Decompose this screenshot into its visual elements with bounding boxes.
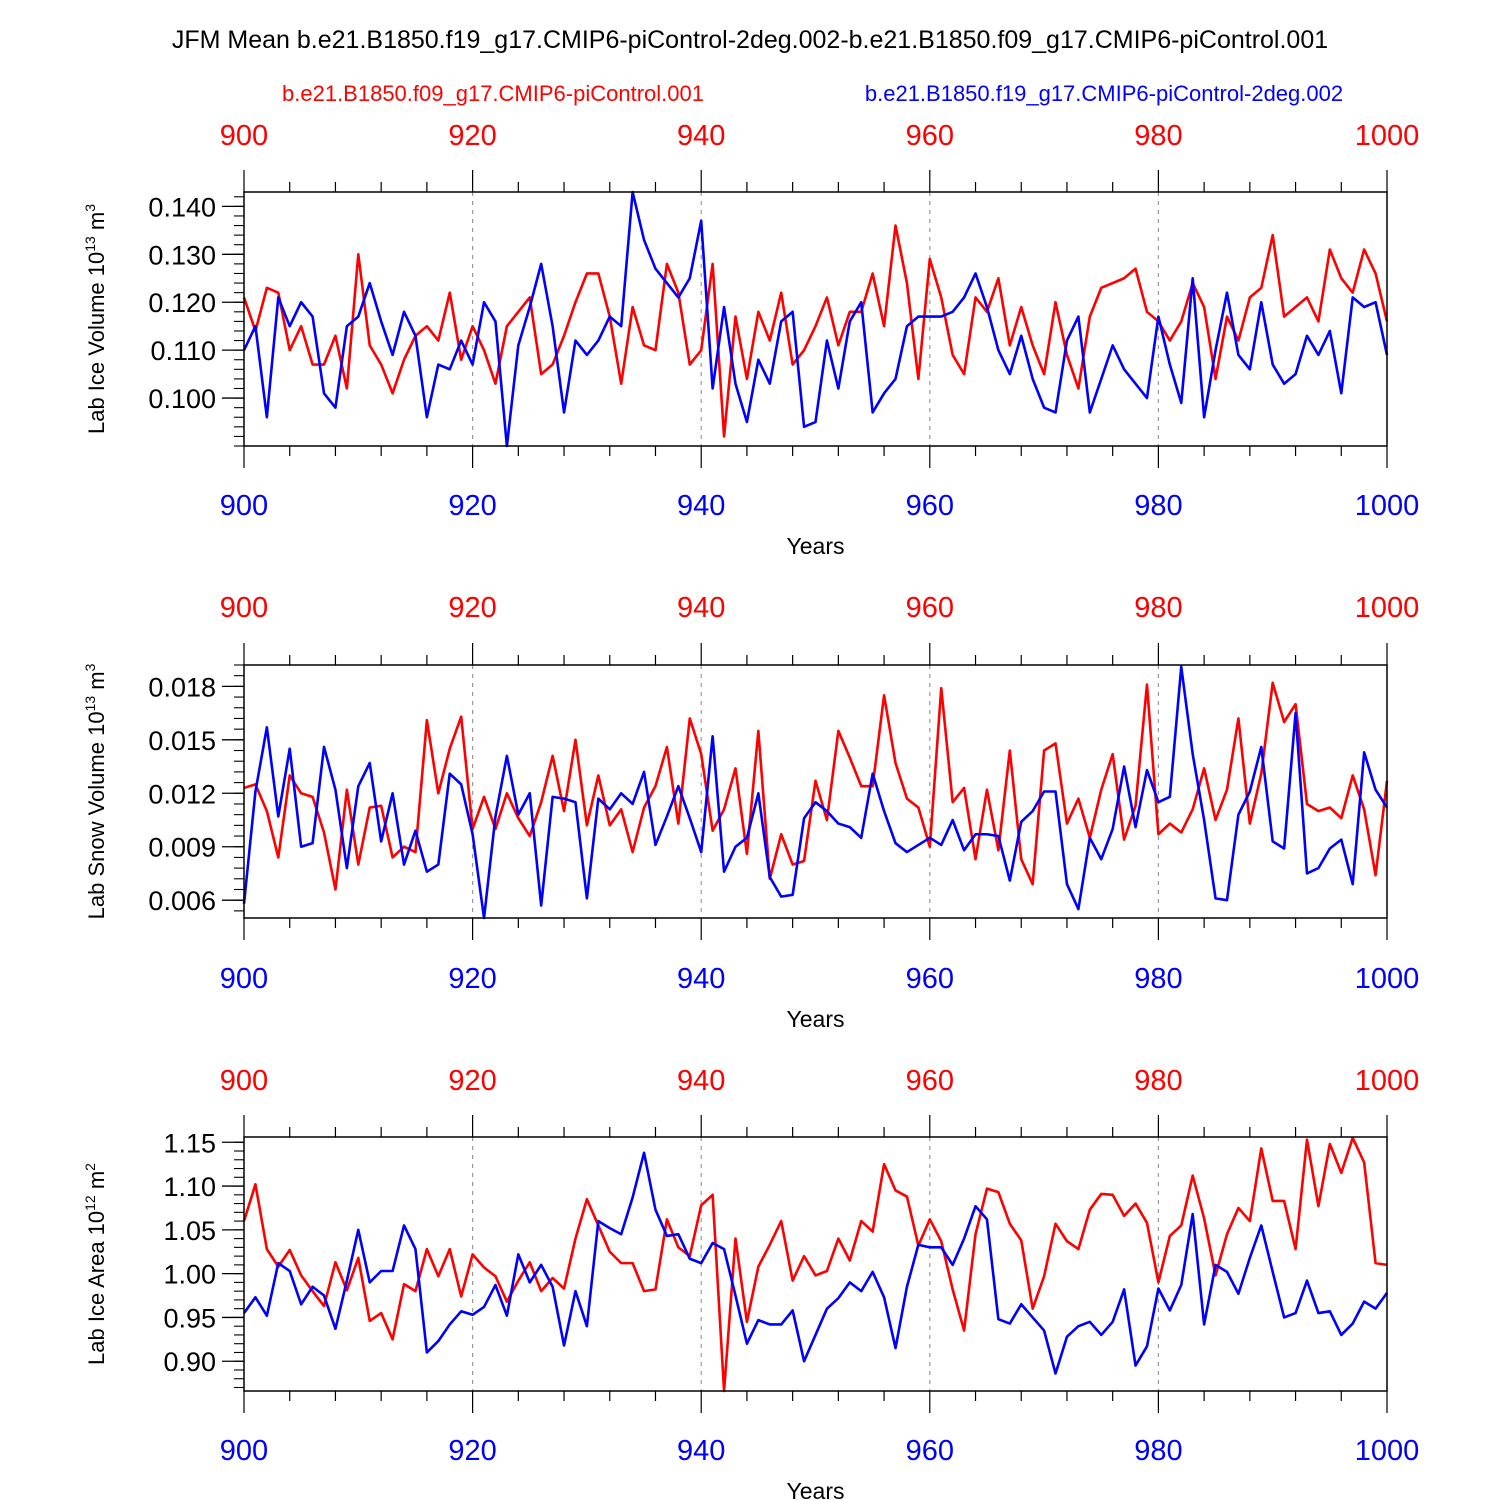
x-tick-label-bottom: 920 (448, 963, 496, 995)
y-tick-label: 0.009 (148, 833, 216, 863)
y-tick-label: 0.100 (148, 384, 216, 414)
y-tick-label: 1.05 (163, 1216, 216, 1246)
x-tick-label-top: 980 (1134, 1065, 1182, 1097)
series-line-red (242, 1136, 1388, 1393)
y-tick-label: 1.00 (163, 1260, 216, 1290)
y-tick-label: 0.012 (148, 779, 216, 809)
x-tick-label-top: 960 (906, 1065, 954, 1097)
x-tick-label-bottom: 920 (448, 1435, 496, 1467)
x-tick-label-bottom: 920 (448, 490, 496, 522)
y-tick-label: 0.120 (148, 288, 216, 318)
x-tick-label-bottom: 940 (677, 490, 725, 522)
x-tick-label-top: 940 (677, 120, 725, 152)
series-line-blue (242, 1151, 1389, 1375)
series-line-red (242, 224, 1389, 438)
x-axis-label: Years (787, 1006, 845, 1032)
x-tick-label-top: 900 (220, 120, 268, 152)
y-tick-label: 0.006 (148, 886, 216, 916)
x-tick-label-bottom: 960 (906, 1435, 954, 1467)
series-line-red (243, 681, 1389, 891)
x-axis-label: Years (787, 533, 845, 559)
x-tick-label-top: 1000 (1355, 120, 1420, 152)
y-axis-label: Lab Ice Area 1012 m2 (82, 1163, 109, 1365)
x-tick-label-top: 920 (448, 1065, 496, 1097)
series-line-blue (242, 665, 1389, 920)
legend-red-label: b.e21.B1850.f09_g17.CMIP6-piControl.001 (282, 81, 704, 106)
x-tick-label-top: 920 (448, 592, 496, 624)
legend-blue-label: b.e21.B1850.f19_g17.CMIP6-piControl-2deg… (865, 81, 1343, 106)
y-tick-label: 0.90 (163, 1347, 216, 1377)
x-tick-label-bottom: 1000 (1355, 490, 1420, 522)
x-tick-label-bottom: 980 (1134, 490, 1182, 522)
y-tick-label: 0.018 (148, 672, 216, 702)
x-tick-label-bottom: 940 (677, 1435, 725, 1467)
figure-title: JFM Mean b.e21.B1850.f19_g17.CMIP6-piCon… (172, 26, 1328, 54)
plot-frame (243, 1136, 1388, 1392)
plot-frame (243, 664, 1388, 919)
panel-ice-area: 900 900 920 920 940 940 960 960 980 980 1000 1000 1.… (82, 1065, 1419, 1500)
x-tick-label-bottom: 980 (1134, 1435, 1182, 1467)
x-axis-label: Years (787, 1478, 845, 1500)
y-axis-label: Lab Snow Volume 1013 m3 (82, 663, 109, 919)
y-tick-label: 1.15 (163, 1128, 216, 1158)
x-tick-label-bottom: 940 (677, 963, 725, 995)
panel-ice-volume: 900 900 920 920 940 940 960 960 980 980 1000 1000 0.… (82, 120, 1419, 559)
x-tick-label-top: 1000 (1355, 1065, 1420, 1097)
x-tick-label-top: 1000 (1355, 592, 1420, 624)
x-tick-label-bottom: 1000 (1355, 963, 1420, 995)
x-tick-label-bottom: 900 (220, 963, 268, 995)
y-tick-label: 1.10 (163, 1172, 216, 1202)
x-tick-label-top: 980 (1134, 592, 1182, 624)
x-tick-label-top: 900 (220, 592, 268, 624)
y-tick-label: 0.130 (148, 240, 216, 270)
x-tick-label-bottom: 980 (1134, 963, 1182, 995)
x-tick-label-top: 940 (677, 1065, 725, 1097)
x-tick-label-bottom: 960 (906, 963, 954, 995)
x-tick-label-top: 960 (906, 592, 954, 624)
x-tick-label-bottom: 960 (906, 490, 954, 522)
x-tick-label-top: 920 (448, 120, 496, 152)
panel-snow-volume: 900 900 920 920 940 940 960 960 980 980 1000 1000 0.… (82, 592, 1419, 1032)
x-tick-label-top: 960 (906, 120, 954, 152)
y-tick-label: 0.110 (150, 336, 216, 366)
y-tick-label: 0.95 (163, 1303, 216, 1333)
x-tick-label-bottom: 1000 (1355, 1435, 1420, 1467)
x-tick-label-top: 900 (220, 1065, 268, 1097)
plot-frame (243, 191, 1388, 447)
y-tick-label: 0.140 (148, 192, 216, 222)
y-tick-label: 0.015 (148, 726, 216, 756)
x-tick-label-top: 980 (1134, 120, 1182, 152)
series-line-blue (242, 190, 1389, 448)
y-axis-label: Lab Ice Volume 1013 m3 (82, 204, 109, 434)
x-tick-label-bottom: 900 (220, 1435, 268, 1467)
x-tick-label-top: 940 (677, 592, 725, 624)
x-tick-label-bottom: 900 (220, 490, 268, 522)
